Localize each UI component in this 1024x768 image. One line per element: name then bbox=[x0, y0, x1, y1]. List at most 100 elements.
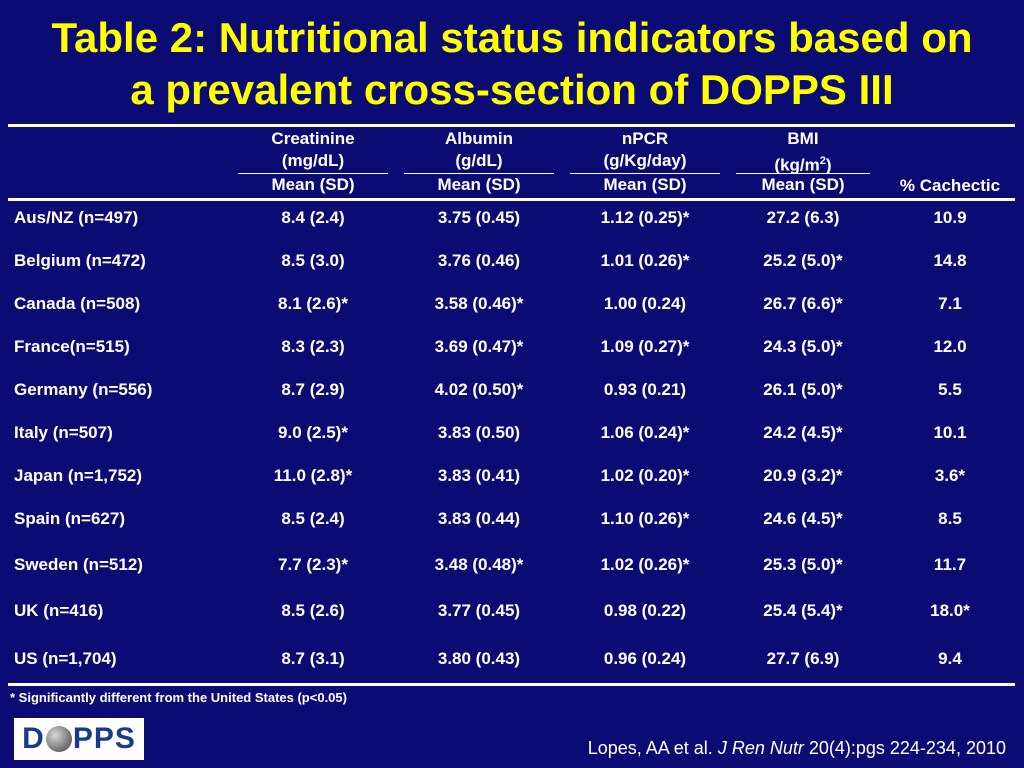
table-row: France(n=515) 8.3 (2.3) 3.69 (0.47)* 1.0… bbox=[0, 332, 1024, 362]
country-cell: US (n=1,704) bbox=[14, 649, 117, 668]
albumin-cell: 3.75 (0.45) bbox=[437, 208, 521, 227]
cachectic-cell: 8.5 bbox=[938, 509, 962, 528]
albumin-cell: 3.83 (0.50) bbox=[437, 423, 521, 442]
header-underline bbox=[736, 173, 870, 174]
cachectic-cell: 12.0 bbox=[933, 337, 967, 356]
country-cell: UK (n=416) bbox=[14, 601, 104, 620]
bmi-cell: 24.2 (4.5)* bbox=[763, 423, 843, 442]
npcr-cell: 1.09 (0.27)* bbox=[600, 337, 690, 356]
header-albumin: Albumin (g/dL) bbox=[445, 129, 513, 170]
albumin-cell: 3.77 (0.45) bbox=[437, 601, 521, 620]
table-row: Japan (n=1,752) 11.0 (2.8)* 3.83 (0.41) … bbox=[0, 461, 1024, 491]
cachectic-cell: 10.1 bbox=[933, 423, 967, 442]
npcr-cell: 0.93 (0.21) bbox=[603, 380, 687, 399]
header-npcr: nPCR (g/Kg/day) bbox=[603, 129, 687, 170]
creatinine-cell: 8.3 (2.3) bbox=[281, 337, 345, 356]
table-header-rule bbox=[8, 198, 1015, 201]
npcr-cell: 1.01 (0.26)* bbox=[600, 251, 690, 270]
table-row: Belgium (n=472) 8.5 (3.0) 3.76 (0.46) 1.… bbox=[0, 246, 1024, 276]
npcr-cell: 1.02 (0.26)* bbox=[600, 555, 690, 574]
table-top-rule bbox=[8, 124, 1015, 127]
footnote: * Significantly different from the Unite… bbox=[10, 690, 347, 705]
albumin-cell: 3.80 (0.43) bbox=[437, 649, 521, 668]
cachectic-cell: 10.9 bbox=[933, 208, 967, 227]
header-underline bbox=[570, 173, 720, 174]
header-underline bbox=[238, 173, 388, 174]
country-cell: Aus/NZ (n=497) bbox=[14, 208, 139, 227]
country-cell: Sweden (n=512) bbox=[14, 555, 143, 574]
country-cell: Italy (n=507) bbox=[14, 423, 113, 442]
npcr-cell: 0.96 (0.24) bbox=[603, 649, 687, 668]
albumin-cell: 3.58 (0.46)* bbox=[434, 294, 524, 313]
bmi-cell: 26.1 (5.0)* bbox=[763, 380, 843, 399]
cachectic-cell: 18.0* bbox=[930, 601, 970, 620]
creatinine-cell: 8.5 (3.0) bbox=[281, 251, 345, 270]
header-cachectic: % Cachectic bbox=[899, 176, 1001, 195]
country-cell: France(n=515) bbox=[14, 337, 130, 356]
citation: Lopes, AA et al. J Ren Nutr 20(4):pgs 22… bbox=[587, 738, 1006, 758]
npcr-cell: 0.98 (0.22) bbox=[603, 601, 687, 620]
country-cell: Spain (n=627) bbox=[14, 509, 126, 528]
npcr-cell: 1.10 (0.26)* bbox=[600, 509, 690, 528]
cachectic-cell: 5.5 bbox=[938, 380, 962, 399]
bmi-cell: 24.6 (4.5)* bbox=[763, 509, 843, 528]
header-underline bbox=[404, 173, 554, 174]
creatinine-cell: 9.0 (2.5)* bbox=[278, 423, 348, 442]
creatinine-cell: 8.4 (2.4) bbox=[281, 208, 345, 227]
npcr-cell: 1.02 (0.20)* bbox=[600, 466, 690, 485]
bmi-cell: 20.9 (3.2)* bbox=[763, 466, 843, 485]
creatinine-cell: 8.1 (2.6)* bbox=[278, 294, 348, 313]
npcr-cell: 1.12 (0.25)* bbox=[600, 208, 690, 227]
table-row: US (n=1,704) 8.7 (3.1) 3.80 (0.43) 0.96 … bbox=[0, 644, 1024, 674]
header-albumin-stat: Mean (SD) bbox=[437, 175, 521, 194]
table-bottom-rule bbox=[8, 683, 1015, 686]
table-row: Italy (n=507) 9.0 (2.5)* 3.83 (0.50) 1.0… bbox=[0, 418, 1024, 448]
creatinine-cell: 8.7 (3.1) bbox=[281, 649, 345, 668]
cachectic-cell: 7.1 bbox=[938, 294, 962, 313]
creatinine-cell: 8.5 (2.6) bbox=[281, 601, 345, 620]
header-bmi-stat: Mean (SD) bbox=[761, 175, 845, 194]
bmi-cell: 27.2 (6.3) bbox=[766, 208, 840, 227]
header-creatinine: Creatinine (mg/dL) bbox=[271, 129, 355, 170]
albumin-cell: 3.69 (0.47)* bbox=[434, 337, 524, 356]
albumin-cell: 3.48 (0.48)* bbox=[434, 555, 524, 574]
npcr-cell: 1.06 (0.24)* bbox=[600, 423, 690, 442]
table-row: Germany (n=556) 8.7 (2.9) 4.02 (0.50)* 0… bbox=[0, 375, 1024, 405]
albumin-cell: 4.02 (0.50)* bbox=[434, 380, 524, 399]
table-row: Canada (n=508) 8.1 (2.6)* 3.58 (0.46)* 1… bbox=[0, 289, 1024, 319]
bmi-cell: 25.4 (5.4)* bbox=[763, 601, 843, 620]
table-row: Spain (n=627) 8.5 (2.4) 3.83 (0.44) 1.10… bbox=[0, 504, 1024, 534]
bmi-cell: 27.7 (6.9) bbox=[766, 649, 840, 668]
cachectic-cell: 3.6* bbox=[934, 466, 966, 485]
slide-title: Table 2: Nutritional status indicators b… bbox=[0, 12, 1024, 116]
npcr-cell: 1.00 (0.24) bbox=[603, 294, 687, 313]
albumin-cell: 3.83 (0.41) bbox=[437, 466, 521, 485]
creatinine-cell: 7.7 (2.3)* bbox=[278, 555, 348, 574]
header-npcr-stat: Mean (SD) bbox=[603, 175, 687, 194]
albumin-cell: 3.76 (0.46) bbox=[437, 251, 521, 270]
dopps-logo: D PPS bbox=[14, 718, 144, 760]
header-creatinine-stat: Mean (SD) bbox=[271, 175, 355, 194]
country-cell: Belgium (n=472) bbox=[14, 251, 146, 270]
bmi-cell: 24.3 (5.0)* bbox=[763, 337, 843, 356]
title-line-1: Table 2: Nutritional status indicators b… bbox=[51, 14, 973, 61]
bmi-cell: 25.3 (5.0)* bbox=[763, 555, 843, 574]
country-cell: Canada (n=508) bbox=[14, 294, 141, 313]
bmi-cell: 25.2 (5.0)* bbox=[763, 251, 843, 270]
table-row: Aus/NZ (n=497) 8.4 (2.4) 3.75 (0.45) 1.1… bbox=[0, 203, 1024, 233]
bmi-cell: 26.7 (6.6)* bbox=[763, 294, 843, 313]
cachectic-cell: 14.8 bbox=[933, 251, 967, 270]
country-cell: Germany (n=556) bbox=[14, 380, 153, 399]
table-row: Sweden (n=512) 7.7 (2.3)* 3.48 (0.48)* 1… bbox=[0, 550, 1024, 580]
table-row: UK (n=416) 8.5 (2.6) 3.77 (0.45) 0.98 (0… bbox=[0, 596, 1024, 626]
creatinine-cell: 8.5 (2.4) bbox=[281, 509, 345, 528]
cachectic-cell: 11.7 bbox=[933, 555, 967, 574]
albumin-cell: 3.83 (0.44) bbox=[437, 509, 521, 528]
header-bmi: BMI (kg/m2) bbox=[774, 129, 832, 175]
creatinine-cell: 8.7 (2.9) bbox=[281, 380, 345, 399]
country-cell: Japan (n=1,752) bbox=[14, 466, 143, 485]
globe-icon bbox=[45, 726, 72, 752]
title-line-2: a prevalent cross-section of DOPPS III bbox=[130, 66, 894, 113]
cachectic-cell: 9.4 bbox=[938, 649, 962, 668]
creatinine-cell: 11.0 (2.8)* bbox=[273, 466, 353, 485]
